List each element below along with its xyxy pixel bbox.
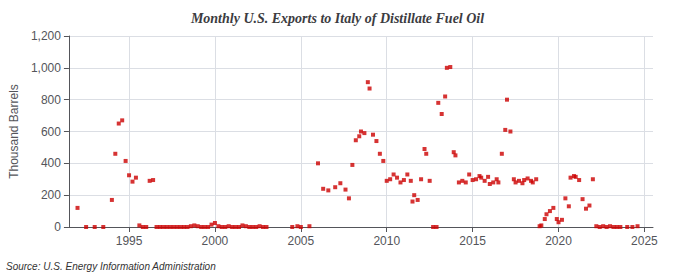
svg-text:Monthly U.S. Exports to Italy: Monthly U.S. Exports to Italy of Distill…	[190, 11, 484, 26]
svg-text:2020: 2020	[545, 234, 572, 248]
svg-text:600: 600	[41, 125, 61, 139]
svg-text:2010: 2010	[373, 234, 400, 248]
svg-text:2005: 2005	[287, 234, 314, 248]
svg-text:400: 400	[41, 156, 61, 170]
svg-text:1995: 1995	[116, 234, 143, 248]
svg-text:0: 0	[54, 220, 61, 234]
svg-text:200: 200	[41, 188, 61, 202]
svg-text:2000: 2000	[202, 234, 229, 248]
svg-text:1,000: 1,000	[31, 61, 61, 75]
svg-text:2015: 2015	[459, 234, 486, 248]
svg-text:Source: U.S. Energy Informatio: Source: U.S. Energy Information Administ…	[6, 261, 216, 272]
svg-text:2025: 2025	[631, 234, 658, 248]
svg-text:800: 800	[41, 93, 61, 107]
svg-text:1,200: 1,200	[31, 29, 61, 43]
svg-text:Thousand Barrels: Thousand Barrels	[7, 84, 21, 179]
